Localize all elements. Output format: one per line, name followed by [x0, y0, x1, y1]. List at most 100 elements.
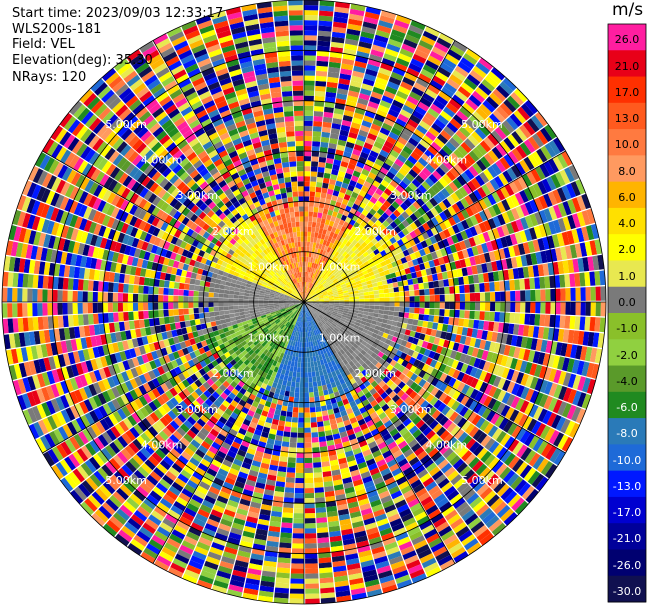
velocity-gate — [291, 422, 298, 428]
velocity-gate — [418, 314, 425, 321]
velocity-gate — [316, 380, 322, 387]
velocity-gate — [525, 290, 531, 302]
velocity-gate — [304, 80, 315, 86]
velocity-gate — [325, 230, 331, 237]
velocity-gate — [376, 24, 392, 34]
velocity-gate — [496, 260, 503, 271]
velocity-gate — [316, 65, 328, 72]
velocity-gate — [335, 258, 341, 265]
velocity-gate — [468, 237, 477, 247]
velocity-gate — [308, 298, 314, 301]
velocity-gate — [294, 493, 304, 499]
velocity-gate — [384, 297, 390, 302]
velocity-gate — [405, 172, 415, 182]
velocity-gate — [315, 253, 320, 259]
velocity-gate — [564, 167, 575, 183]
velocity-gate — [485, 96, 499, 110]
velocity-gate — [317, 421, 324, 428]
velocity-gate — [360, 266, 367, 273]
velocity-gate — [571, 197, 582, 213]
velocity-gate — [304, 231, 308, 237]
velocity-gate — [379, 249, 387, 257]
velocity-gate — [343, 292, 349, 296]
velocity-gate — [348, 243, 355, 250]
velocity-gate — [313, 296, 319, 299]
velocity-gate — [564, 315, 571, 329]
velocity-gate — [452, 178, 463, 189]
velocity-gate — [437, 240, 445, 250]
velocity-gate — [296, 462, 304, 469]
velocity-gate — [294, 392, 300, 398]
velocity-gate — [330, 199, 337, 207]
velocity-gate — [406, 67, 420, 78]
velocity-gate — [304, 462, 313, 469]
velocity-gate — [347, 230, 355, 237]
velocity-gate — [420, 35, 436, 46]
velocity-gate — [297, 362, 301, 368]
velocity-gate — [379, 149, 389, 158]
velocity-gate — [284, 487, 295, 494]
velocity-gate — [454, 302, 461, 310]
velocity-gate — [280, 527, 293, 534]
velocity-gate — [331, 36, 345, 44]
velocity-gate — [446, 102, 459, 114]
velocity-gate — [307, 282, 311, 288]
velocity-gate — [361, 185, 369, 193]
velocity-gate — [392, 175, 402, 185]
velocity-gate — [328, 66, 341, 74]
velocity-gate — [435, 95, 449, 106]
velocity-gate — [490, 239, 499, 251]
velocity-gate — [474, 310, 480, 320]
velocity-gate — [312, 285, 316, 290]
velocity-gate — [524, 278, 531, 290]
velocity-gate — [325, 240, 331, 247]
velocity-gate — [329, 137, 338, 145]
velocity-gate — [449, 286, 455, 294]
velocity-gate — [313, 268, 317, 274]
velocity-gate — [304, 528, 317, 534]
velocity-gate — [322, 281, 328, 287]
velocity-gate — [418, 157, 429, 167]
velocity-gate — [454, 90, 468, 102]
velocity-gate — [399, 48, 414, 58]
velocity-gate — [314, 492, 325, 498]
velocity-gate — [356, 161, 365, 169]
velocity-gate — [375, 200, 383, 208]
velocity-gate — [476, 159, 487, 172]
velocity-gate — [384, 208, 393, 217]
velocity-gate — [329, 231, 335, 238]
velocity-gate — [359, 173, 368, 181]
velocity-gate — [329, 303, 335, 306]
velocity-gate — [474, 292, 481, 302]
velocity-gate — [387, 283, 394, 289]
velocity-gate — [444, 302, 450, 310]
velocity-gate — [352, 170, 361, 178]
velocity-gate — [276, 567, 291, 574]
velocity-gate — [590, 286, 596, 301]
velocity-gate — [352, 287, 359, 292]
velocity-gate — [575, 302, 581, 316]
velocity-gate — [410, 191, 420, 201]
velocity-gate — [372, 204, 380, 212]
velocity-gate — [422, 30, 438, 42]
velocity-gate — [510, 164, 522, 178]
velocity-gate — [446, 122, 459, 134]
velocity-gate — [574, 273, 581, 287]
velocity-gate — [313, 298, 319, 300]
velocity-gate — [293, 518, 304, 524]
velocity-gate — [353, 290, 359, 294]
velocity-gate — [468, 319, 475, 329]
velocity-gate — [515, 162, 526, 176]
velocity-gate — [394, 95, 406, 105]
velocity-gate — [326, 258, 332, 264]
velocity-gate — [316, 60, 329, 67]
velocity-gate — [511, 130, 524, 145]
velocity-gate — [566, 183, 577, 199]
velocity-gate — [397, 281, 404, 287]
velocity-gate — [377, 245, 384, 253]
velocity-gate — [425, 163, 436, 174]
velocity-gate — [354, 296, 360, 300]
velocity-gate — [325, 264, 331, 270]
velocity-gate — [567, 259, 575, 274]
velocity-gate — [487, 165, 498, 178]
